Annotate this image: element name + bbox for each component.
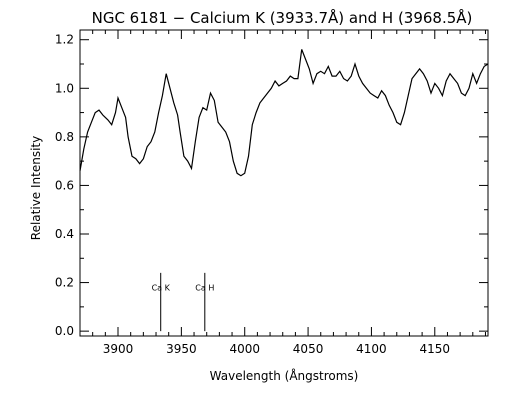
x-tick-label: 3900 xyxy=(103,342,134,356)
x-tick-label: 4000 xyxy=(229,342,260,356)
x-tick-label: 4050 xyxy=(293,342,324,356)
y-tick-label: 1.0 xyxy=(55,81,74,95)
x-tick-label: 4100 xyxy=(356,342,387,356)
spectrum-line xyxy=(79,49,489,177)
annotation-layer: Ca K Ca H xyxy=(152,272,214,332)
x-axis: 3900 3950 4000 4050 4100 4150 xyxy=(92,30,486,356)
x-axis-label: Wavelength (Ångstroms) xyxy=(210,368,359,383)
y-axis-label: Relative Intensity xyxy=(29,136,43,240)
y-tick-label: 0.6 xyxy=(55,178,74,192)
y-tick-label: 0.2 xyxy=(55,276,74,290)
chart-title: NGC 6181 − Calcium K (3933.7Å) and H (39… xyxy=(92,8,473,27)
y-axis: 0.0 0.2 0.4 0.6 0.8 1.0 1.2 xyxy=(55,33,488,338)
y-tick-label: 0.4 xyxy=(55,227,74,241)
x-tick-label: 3950 xyxy=(166,342,197,356)
y-tick-label: 1.2 xyxy=(55,33,74,47)
line-marker-label: Ca H xyxy=(195,283,214,292)
y-tick-label: 0.0 xyxy=(55,324,74,338)
plot-frame xyxy=(79,29,489,337)
y-tick-label: 0.8 xyxy=(55,130,74,144)
x-tick-label: 4150 xyxy=(420,342,451,356)
line-marker-label: Ca K xyxy=(152,283,171,292)
series-layer xyxy=(79,49,489,177)
